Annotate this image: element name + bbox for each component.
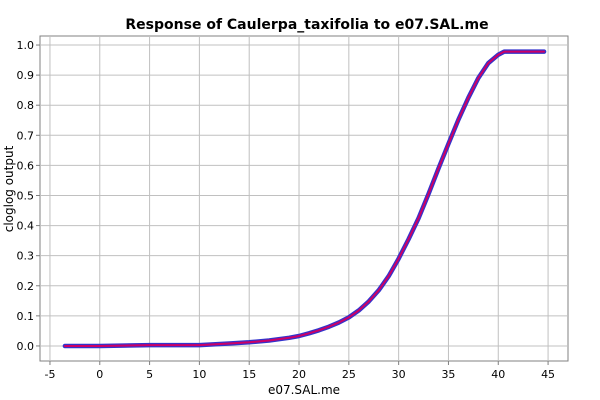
x-tick-label: 0 — [96, 368, 103, 381]
y-tick-label: 0.4 — [17, 220, 35, 233]
x-tick-label: -5 — [44, 368, 55, 381]
x-tick-label: 40 — [491, 368, 505, 381]
y-tick-label: 0.3 — [17, 250, 35, 263]
x-tick-label: 10 — [192, 368, 206, 381]
y-axis-label: cloglog output — [2, 145, 16, 232]
x-tick-label: 25 — [342, 368, 356, 381]
x-tick-label: 5 — [146, 368, 153, 381]
y-tick-label: 0.0 — [17, 340, 35, 353]
x-tick-label: 45 — [541, 368, 555, 381]
y-tick-label: 0.8 — [17, 99, 35, 112]
y-axis: 0.0 0.1 0.2 0.3 0.4 0.5 0.6 0.7 0.8 0.9 1.0 — [17, 39, 40, 353]
y-tick-label: 0.2 — [17, 280, 35, 293]
x-tick-label: 20 — [292, 368, 306, 381]
x-tick-label: 30 — [392, 368, 406, 381]
y-tick-label: 0.5 — [17, 189, 35, 202]
y-tick-label: 0.6 — [17, 159, 35, 172]
x-tick-label: 35 — [441, 368, 455, 381]
x-axis-label: e07.SAL.me — [268, 383, 340, 397]
series-line — [63, 50, 546, 347]
plot-area — [39, 35, 569, 362]
y-tick-label: 0.1 — [17, 310, 35, 323]
chart-title: Response of Caulerpa_taxifolia to e07.SA… — [125, 17, 488, 33]
x-tick-label: 15 — [242, 368, 256, 381]
y-tick-label: 0.7 — [17, 129, 35, 142]
y-tick-label: 1.0 — [17, 39, 35, 52]
y-tick-label: 0.9 — [17, 69, 35, 82]
x-axis: -5 0 5 10 15 20 25 30 35 40 45 — [44, 361, 555, 381]
series-layer — [63, 50, 546, 347]
